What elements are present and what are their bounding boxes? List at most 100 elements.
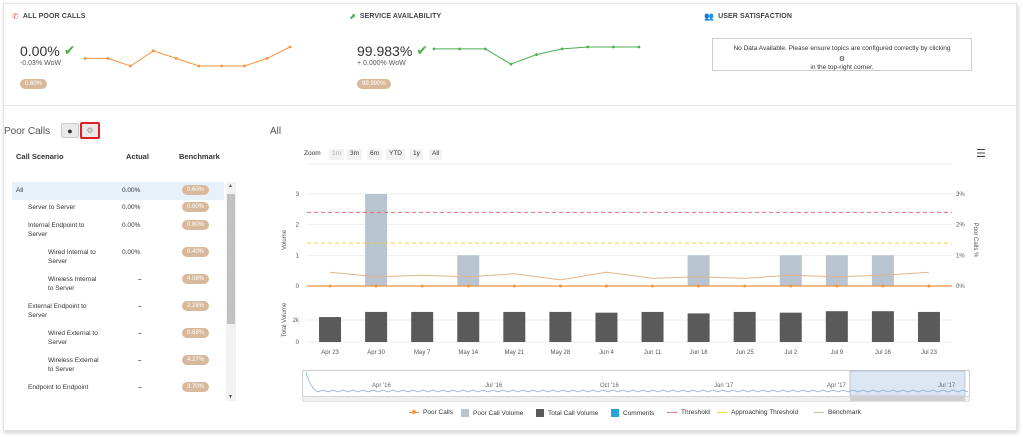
menu-icon[interactable]: ☰ [976, 148, 986, 160]
legend-marker-icon [409, 410, 419, 414]
legend-item[interactable]: Poor Call Volume [461, 409, 523, 417]
total-call-volume-bar[interactable] [641, 311, 664, 342]
poor-calls-point[interactable] [697, 284, 701, 288]
poor-calls-point[interactable] [651, 284, 655, 288]
navigator-selection[interactable] [849, 370, 966, 397]
scenario-row[interactable]: All 0.00% 0.60% [12, 182, 224, 200]
poor-call-volume-bar[interactable] [687, 255, 710, 286]
navigator-date-label: Jan '17 [714, 383, 734, 389]
total-call-volume-bar[interactable] [549, 311, 572, 342]
navigator-scrollbar-thumb[interactable] [850, 397, 965, 401]
poor-calls-point[interactable] [558, 284, 562, 288]
gear-icon[interactable]: ⚙ [838, 56, 846, 63]
zoom-ytd-button[interactable]: YTD [386, 149, 405, 160]
poor-calls-point[interactable] [927, 284, 931, 288]
total-call-volume-bar[interactable] [595, 312, 618, 342]
info-button[interactable]: ● [61, 123, 79, 138]
dashboard: ✆ ALL POOR CALLS 0.00% ✔ -0.03% WoW 0.60… [3, 3, 1017, 431]
poor-calls-point[interactable] [374, 284, 378, 288]
sparkline-point [586, 45, 590, 49]
total-call-volume-bar[interactable] [733, 311, 756, 342]
x-axis-label: May 7 [414, 350, 431, 356]
scenario-row[interactable]: Server to Server 0.00% 0.00% [12, 200, 224, 218]
benchmark-badge: 4.08% [182, 274, 210, 284]
poor-calls-point[interactable] [328, 284, 332, 288]
poor-calls-point[interactable] [835, 284, 839, 288]
scrollbar[interactable]: ▲ ▼ [226, 182, 236, 401]
total-call-volume-bar[interactable] [917, 311, 940, 342]
scenario-label: Endpoint to Endpoint [28, 384, 89, 391]
legend-item[interactable]: Benchmark [814, 409, 861, 416]
poor-call-volume-bar[interactable] [365, 194, 388, 286]
zoom-1y-button[interactable]: 1y [410, 149, 423, 160]
scroll-down-icon[interactable]: ▼ [228, 394, 233, 400]
zoom-all-button[interactable]: All [429, 149, 443, 160]
total-call-volume-bar[interactable] [825, 311, 848, 342]
poor-calls-point[interactable] [881, 284, 885, 288]
info-icon: ● [67, 125, 73, 136]
total-call-volume-bar[interactable] [319, 317, 342, 342]
phone-icon: ✆ [12, 12, 19, 21]
scenario-row[interactable]: Wireless Internal to Server – 4.08% [12, 272, 224, 299]
scenario-row[interactable]: External Endpoint to Server – 2.28% [12, 299, 224, 326]
check-icon: ✔ [63, 42, 76, 58]
x-axis-label: Jul 16 [875, 350, 892, 356]
kpi-service-availability: ⬈ SERVICE AVAILABILITY 99.983% ✔ + 0.000… [349, 12, 649, 97]
navigator-date-label: Apr '17 [827, 383, 846, 389]
poor-calls-point[interactable] [789, 284, 793, 288]
scenario-row[interactable]: Endpoint to Endpoint – 3.70% [12, 380, 224, 398]
poor-calls-point[interactable] [512, 284, 516, 288]
poor-call-volume-bar[interactable] [457, 255, 480, 286]
x-axis-label: Jul 9 [830, 350, 843, 356]
total-call-volume-bar[interactable] [779, 312, 802, 342]
scenario-row[interactable]: Wireless External to Server – 4.27% [12, 353, 224, 380]
poor-calls-point[interactable] [604, 284, 608, 288]
sparkline-point [432, 47, 436, 51]
scenario-label: All [16, 187, 24, 194]
availability-sparkline [432, 45, 641, 66]
navigator-scrollbar[interactable] [302, 396, 970, 402]
scroll-up-icon[interactable]: ▲ [228, 183, 233, 189]
poor-calls-point[interactable] [466, 284, 470, 288]
legend-item[interactable]: Comments [611, 409, 654, 417]
legend-item[interactable]: Total Call Volume [536, 409, 598, 417]
total-call-volume-bar[interactable] [871, 311, 894, 342]
x-axis-label: Apr 30 [367, 350, 385, 356]
poor-call-volume-bar[interactable] [779, 255, 802, 286]
poor-call-volume-bar[interactable] [825, 255, 848, 286]
header-call-scenario: Call Scenario [16, 152, 64, 161]
x-axis-label: Jun 18 [690, 350, 709, 356]
total-call-volume-bar[interactable] [503, 311, 526, 342]
scenario-row[interactable]: Wired Internal to Server 0.00% 0.40% [12, 245, 224, 272]
total-call-volume-bar[interactable] [687, 313, 710, 342]
sparkline-point [458, 47, 462, 51]
bottom-y-axis-label: Total Volume [282, 302, 288, 337]
legend-marker-icon [814, 412, 824, 413]
total-call-volume-bar[interactable] [365, 311, 388, 342]
poor-calls-point[interactable] [420, 284, 424, 288]
scrollbar-thumb[interactable] [227, 194, 235, 324]
range-navigator[interactable]: Apr '16 Jul '16 Oct '16 Jan '17 Apr '17 Jul '… [302, 370, 970, 402]
legend-marker-icon [667, 412, 677, 413]
zoom-1m-button[interactable]: 1m [329, 149, 345, 160]
zoom-6m-button[interactable]: 6m [367, 149, 383, 160]
poor-call-volume-bar[interactable] [871, 255, 894, 286]
benchmark-badge: 3.70% [182, 382, 210, 392]
total-call-volume-bar[interactable] [411, 311, 434, 342]
sparkline-point [509, 62, 513, 66]
scenario-label: Server to Server [28, 204, 76, 211]
zoom-3m-button[interactable]: 3m [347, 149, 363, 160]
legend-item[interactable]: Threshold [667, 409, 710, 416]
users-icon: 👥 [704, 12, 715, 21]
navigator-series [305, 371, 969, 393]
legend-item[interactable]: Poor Calls [409, 409, 453, 416]
total-call-volume-bar[interactable] [457, 311, 480, 342]
settings-button[interactable]: ⚙ [80, 122, 100, 139]
scenario-row[interactable]: Internal Endpoint to Server 0.00% 0.80% [12, 218, 224, 245]
legend-marker-icon [611, 409, 619, 417]
legend-marker-icon [717, 412, 727, 413]
legend-item[interactable]: Approaching Threshold [717, 409, 798, 416]
scenario-row[interactable]: Wired External to Server – 0.68% [12, 326, 224, 353]
legend-marker-icon [461, 409, 469, 417]
poor-calls-point[interactable] [743, 284, 747, 288]
